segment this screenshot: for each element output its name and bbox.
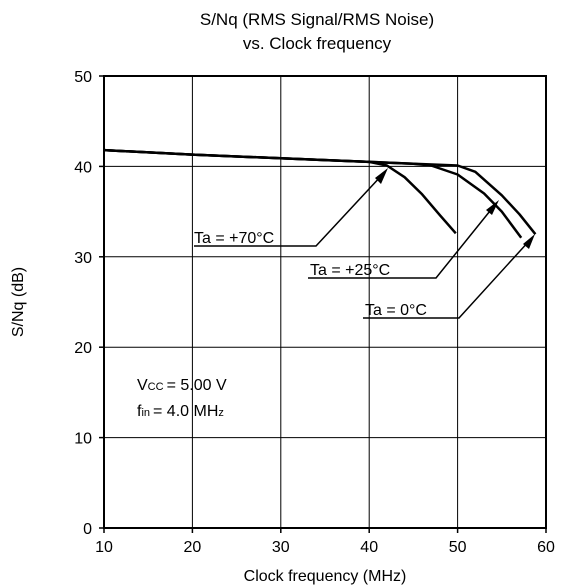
x-tick-label: 50 bbox=[449, 539, 467, 556]
series-ta25-line bbox=[103, 148, 523, 239]
leader-ta0 bbox=[363, 239, 531, 319]
annotation-arrowheads bbox=[375, 168, 535, 249]
y-tick-labels: 0 10 20 30 40 50 bbox=[74, 69, 92, 538]
chart-title-line1: S/Nq (RMS Signal/RMS Noise) bbox=[200, 10, 434, 29]
y-tick-label: 20 bbox=[74, 340, 92, 357]
condition-fin: fin = 4.0 MHz bbox=[137, 403, 224, 420]
series-group bbox=[103, 148, 537, 239]
arrowhead-ta25 bbox=[486, 200, 499, 215]
annotation-ta0: Ta = 0°C bbox=[365, 302, 427, 319]
plot-frame bbox=[103, 75, 547, 529]
arrowhead-ta0 bbox=[523, 234, 535, 249]
annotation-leaders bbox=[194, 174, 531, 319]
fin-symbol: f bbox=[137, 403, 142, 420]
annotation-ta70: Ta = +70°C bbox=[194, 230, 274, 247]
fin-subscript: in bbox=[141, 407, 150, 419]
condition-vcc: VCC = 5.00 V bbox=[137, 377, 227, 394]
arrowhead-ta70 bbox=[375, 168, 388, 184]
fin-value: = 4.0 MH bbox=[153, 403, 218, 420]
y-tick-label: 10 bbox=[74, 431, 92, 448]
leader-ta25 bbox=[308, 205, 495, 279]
chart-title-line2: vs. Clock frequency bbox=[243, 34, 392, 53]
y-tick-label: 40 bbox=[74, 159, 92, 176]
x-tick-label: 10 bbox=[95, 539, 113, 556]
vcc-subscript: CC bbox=[148, 381, 164, 393]
vcc-value: = 5.00 V bbox=[167, 377, 227, 394]
ticks bbox=[99, 75, 547, 533]
fin-unit-tail: z bbox=[218, 407, 224, 419]
y-tick-label: 50 bbox=[74, 69, 92, 86]
vcc-symbol: V bbox=[137, 377, 148, 394]
x-tick-label: 40 bbox=[360, 539, 378, 556]
annotation-ta25: Ta = +25°C bbox=[310, 262, 390, 279]
grid bbox=[104, 76, 546, 528]
series-ta0-line bbox=[103, 148, 537, 235]
y-tick-label: 0 bbox=[83, 521, 92, 538]
x-tick-label: 30 bbox=[272, 539, 290, 556]
x-axis-label: Clock frequency (MHz) bbox=[244, 568, 407, 585]
x-tick-labels: 10 20 30 40 50 60 bbox=[95, 539, 555, 556]
leader-ta70 bbox=[194, 174, 383, 247]
y-axis-label: S/Nq (dB) bbox=[10, 267, 27, 337]
x-tick-label: 20 bbox=[184, 539, 202, 556]
y-tick-label: 30 bbox=[74, 250, 92, 267]
x-tick-label: 60 bbox=[537, 539, 555, 556]
